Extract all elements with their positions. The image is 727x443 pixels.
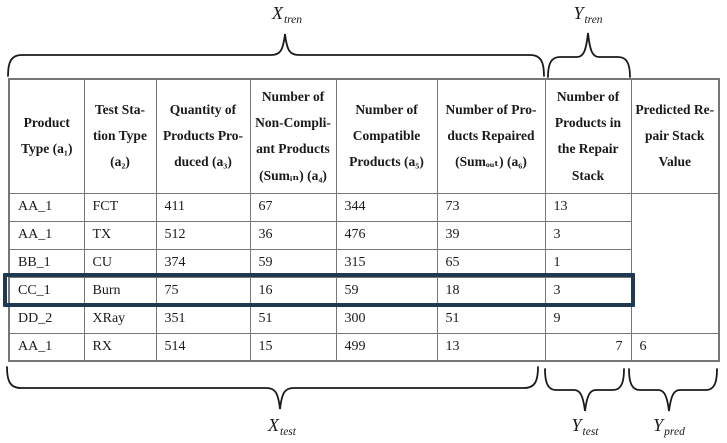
cell-r6-repaired: 13 — [436, 332, 546, 362]
brace-x-train — [7, 33, 545, 77]
label-x-test: Xtest — [237, 414, 327, 439]
cell-r3-compatible: 315 — [335, 248, 438, 278]
cell-r6-quantity_produced: 514 — [155, 332, 251, 362]
repair-stack-table: Product Type (a₁) Test Sta- tion Type (a₂… — [8, 78, 720, 362]
cell-r3-repaired: 65 — [436, 248, 546, 278]
cell-r2-repair_stack: 3 — [544, 220, 632, 250]
cell-r5-repair_stack: 9 — [544, 304, 632, 334]
cell-r4-test_station_type: Burn — [83, 276, 157, 306]
label-x-test-main: X — [268, 415, 279, 435]
cell-r6-repair_stack: 7 — [544, 332, 632, 362]
label-x-train-sub: tren — [283, 14, 303, 26]
cell-r3-non_compliant: 59 — [249, 248, 337, 278]
cell-r2-non_compliant: 36 — [249, 220, 337, 250]
cell-r3-test_station_type: CU — [83, 248, 157, 278]
cell-r5-repaired: 51 — [436, 304, 546, 334]
cell-r1-repair_stack: 13 — [544, 192, 632, 222]
cell-r6-compatible: 499 — [335, 332, 438, 362]
cell-r1-test_station_type: FCT — [83, 192, 157, 222]
brace-x-test — [6, 366, 539, 410]
table-row-2: AA_1 TX 512 36 476 39 3 — [8, 220, 719, 250]
label-y-test-main: Y — [571, 415, 582, 435]
cell-r2-repaired: 39 — [436, 220, 546, 250]
cell-r4-product_type: CC_1 — [8, 276, 85, 306]
cell-r2-test_station_type: TX — [83, 220, 157, 250]
label-x-test-sub: test — [280, 426, 296, 438]
cell-r6-non_compliant: 15 — [249, 332, 337, 362]
cell-r6-test_station_type: RX — [83, 332, 157, 362]
label-y-test-sub: test — [582, 426, 599, 438]
table-row-1: AA_1 FCT 411 67 344 73 13 — [8, 192, 720, 334]
label-y-pred: Ypred — [624, 414, 714, 439]
table-row-3: BB_1 CU 374 59 315 65 1 — [8, 248, 719, 278]
label-y-train: Ytren — [543, 2, 633, 27]
table-body: AA_1 FCT 411 67 344 73 13 AA_1 TX 512 36 476 39 3 BB_1… — [8, 192, 720, 362]
brace-y-pred — [628, 368, 718, 412]
cell-r1-repaired: 73 — [436, 192, 546, 222]
table-row-4-highlighted: CC_1 Burn 75 16 59 18 3 — [8, 276, 719, 306]
label-y-pred-main: Y — [653, 415, 664, 435]
label-x-train-main: X — [271, 3, 283, 23]
column-header-repair_stack: Number of Products in the Repair Stack — [544, 78, 632, 194]
cell-r4-quantity_produced: 75 — [155, 276, 251, 306]
cell-r1-non_compliant: 67 — [249, 192, 337, 222]
cell-r5-test_station_type: XRay — [83, 304, 157, 334]
label-y-test: Ytest — [540, 414, 630, 439]
column-header-product_type: Product Type (a₁) — [8, 78, 85, 194]
cell-r6-predicted: 6 — [630, 332, 720, 362]
table-row-6: AA_1 RX 514 15 499 13 7 6 — [8, 332, 720, 362]
column-header-test_station_type: Test Sta- tion Type (a₂) — [83, 78, 157, 194]
cell-r4-compatible: 59 — [335, 276, 438, 306]
column-header-predicted: Predicted Re- pair Stack Value — [630, 78, 720, 194]
header-row: Product Type (a₁) Test Sta- tion Type (a₂… — [8, 78, 720, 194]
cell-r2-product_type: AA_1 — [8, 220, 85, 250]
cell-r4-repair_stack: 3 — [544, 276, 632, 306]
label-y-train-sub: tren — [584, 14, 603, 26]
cell-r4-repaired: 18 — [436, 276, 546, 306]
cell-r4-non_compliant: 16 — [249, 276, 337, 306]
label-y-train-main: Y — [573, 3, 584, 23]
cell-r5-non_compliant: 51 — [249, 304, 337, 334]
cell-r5-quantity_produced: 351 — [155, 304, 251, 334]
cell-r1-compatible: 344 — [335, 192, 438, 222]
column-header-compatible: Number of Compatible Products (a₅) — [335, 78, 438, 194]
label-y-pred-sub: pred — [664, 426, 685, 438]
column-header-quantity_produced: Quantity of Products Pro- duced (a₃) — [155, 78, 251, 194]
cell-r3-repair_stack: 1 — [544, 248, 632, 278]
brace-y-test — [544, 368, 625, 412]
column-header-non_compliant: Number of Non-Compli- ant Products (Sumᵢ… — [249, 78, 337, 194]
table-row-5: DD_2 XRay 351 51 300 51 9 — [8, 304, 719, 334]
cell-predicted-empty — [630, 192, 720, 334]
cell-r2-compatible: 476 — [335, 220, 438, 250]
label-x-train: Xtren — [242, 2, 332, 27]
column-header-repaired: Number of Pro- ducts Repaired (Sumₒᵤₜ) (… — [436, 78, 546, 194]
cell-r2-quantity_produced: 512 — [155, 220, 251, 250]
cell-r5-product_type: DD_2 — [8, 304, 85, 334]
cell-r1-quantity_produced: 411 — [155, 192, 251, 222]
cell-r3-product_type: BB_1 — [8, 248, 85, 278]
cell-r1-product_type: AA_1 — [8, 192, 85, 222]
cell-r3-quantity_produced: 374 — [155, 248, 251, 278]
cell-r6-product_type: AA_1 — [8, 332, 85, 362]
brace-y-train — [547, 32, 631, 78]
cell-r5-compatible: 300 — [335, 304, 438, 334]
